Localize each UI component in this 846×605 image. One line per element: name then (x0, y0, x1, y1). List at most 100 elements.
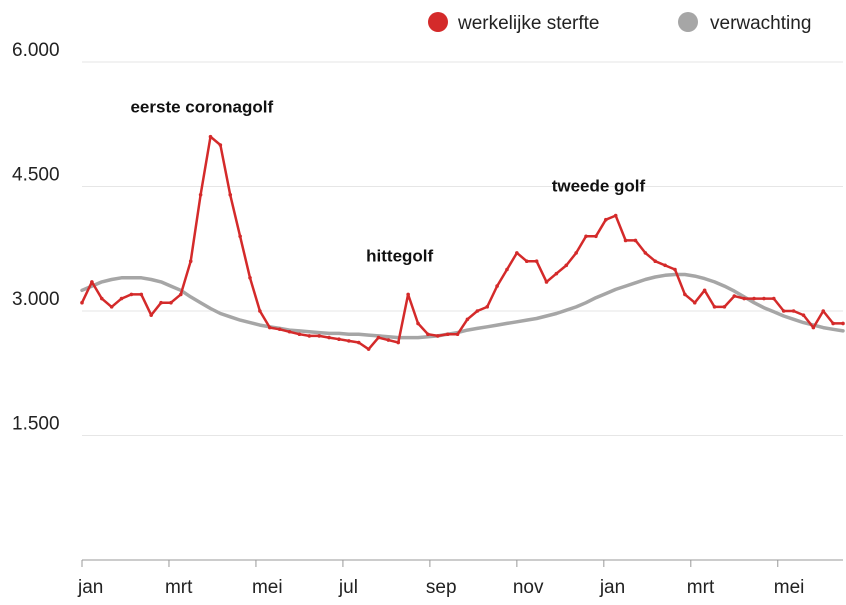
annotation-label: eerste coronagolf (130, 98, 273, 117)
legend: werkelijke sterfte verwachting (428, 12, 811, 34)
gridlines (82, 61, 843, 436)
data-point (485, 305, 490, 309)
data-point (179, 292, 183, 297)
data-point (841, 321, 845, 326)
y-tick-label: 3.000 (12, 289, 60, 310)
data-point (623, 238, 628, 243)
x-tick-label: sep (426, 577, 457, 598)
x-tick-label: jul (338, 577, 358, 598)
data-point (465, 317, 470, 322)
data-point (406, 292, 410, 297)
data-point (277, 327, 282, 332)
data-point (534, 259, 539, 264)
data-point (524, 259, 529, 264)
legend-label: werkelijke sterfte (457, 13, 600, 34)
x-axis-ticks: jan mrt mei jul sep nov jan mrt mei (77, 560, 804, 598)
data-point (653, 259, 658, 264)
data-point (416, 321, 420, 326)
data-point (455, 332, 460, 337)
data-point (208, 134, 213, 139)
data-point (594, 234, 598, 239)
data-point (564, 263, 569, 268)
data-point (495, 284, 499, 288)
series-lines (80, 134, 845, 351)
data-point (554, 271, 559, 276)
data-point (505, 267, 509, 272)
y-tick-label: 4.500 (12, 165, 60, 186)
data-point (258, 309, 262, 313)
data-point (238, 234, 242, 239)
data-point (218, 143, 223, 147)
data-point (119, 296, 124, 301)
data-point (752, 296, 756, 301)
data-point (159, 300, 163, 305)
data-point (475, 309, 480, 313)
data-point (376, 335, 381, 340)
data-point (831, 321, 835, 326)
data-point (297, 332, 302, 337)
data-point (435, 334, 440, 338)
data-point (673, 267, 677, 272)
data-point (139, 292, 144, 297)
data-point (188, 259, 193, 264)
data-point (604, 217, 608, 222)
x-tick-label: nov (513, 577, 544, 598)
data-point (426, 332, 430, 337)
x-tick-label: jan (77, 577, 103, 598)
data-point (544, 280, 549, 284)
data-point (801, 313, 806, 317)
annotations: eerste coronagolf hittegolf tweede golf (130, 98, 645, 266)
x-tick-label: mei (774, 577, 805, 598)
data-point (633, 238, 638, 243)
data-point (337, 337, 341, 342)
data-point (90, 280, 94, 284)
data-point (574, 251, 578, 255)
data-point (198, 193, 203, 197)
data-point (356, 340, 361, 345)
x-tick-label: jan (599, 577, 625, 598)
annotation-label: hittegolf (366, 246, 433, 265)
data-point (762, 296, 766, 301)
data-point (248, 276, 252, 280)
series-line-actual-mortality (80, 135, 845, 351)
y-tick-label: 1.500 (12, 414, 60, 435)
data-point (327, 335, 331, 340)
data-point (515, 251, 519, 255)
x-tick-label: mei (252, 577, 283, 598)
data-point (149, 313, 153, 317)
annotation-label: tweede golf (552, 177, 646, 196)
data-point (683, 292, 687, 297)
data-point (742, 296, 746, 301)
data-point (109, 305, 114, 309)
legend-swatch-actual (428, 12, 448, 32)
data-point (821, 309, 826, 313)
data-point (366, 347, 371, 351)
data-point (791, 309, 796, 313)
legend-label: verwachting (710, 13, 811, 34)
data-point (702, 288, 707, 293)
data-point (307, 334, 312, 338)
x-tick-label: mrt (687, 577, 715, 598)
data-point (781, 309, 786, 313)
data-point (228, 193, 233, 197)
data-point (772, 296, 776, 301)
data-point (732, 294, 737, 298)
data-point (386, 338, 391, 342)
data-point (712, 305, 717, 309)
data-point (347, 339, 351, 343)
data-point (80, 300, 84, 305)
y-tick-label: 6.000 (12, 40, 60, 61)
data-point (445, 332, 450, 337)
data-point (722, 305, 727, 309)
data-point (267, 325, 272, 330)
data-point (584, 234, 588, 239)
y-axis-ticks: 1.500 3.000 4.500 6.000 (12, 40, 60, 435)
data-point (287, 329, 292, 334)
data-point (613, 213, 618, 218)
legend-swatch-expected (678, 12, 698, 32)
x-tick-label: mrt (165, 577, 193, 598)
data-point (129, 292, 134, 297)
data-point (811, 325, 816, 330)
data-point (99, 296, 104, 301)
